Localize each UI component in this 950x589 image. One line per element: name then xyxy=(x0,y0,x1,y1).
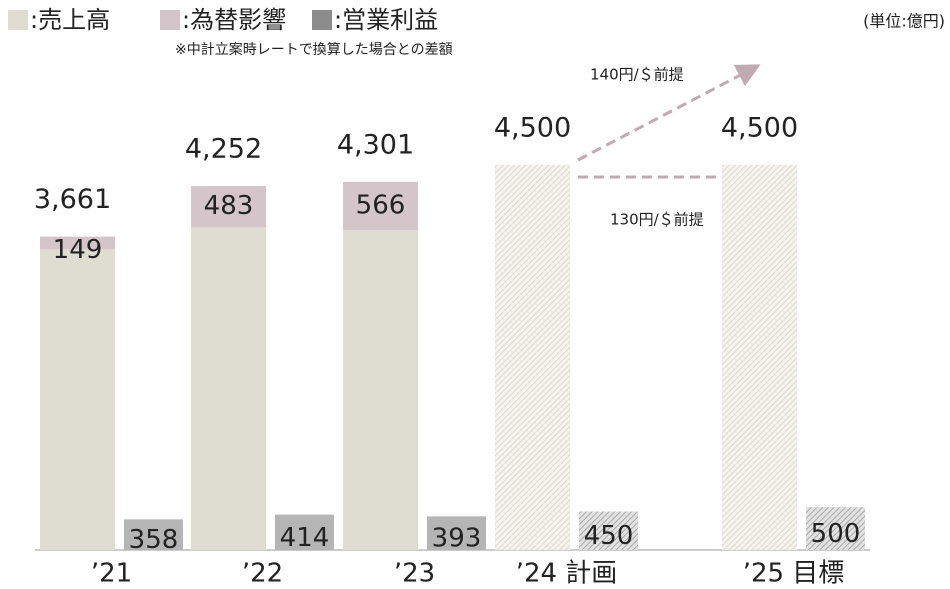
total-label: 4,252 xyxy=(185,134,262,165)
x-tick-label: ’23 xyxy=(394,559,435,589)
bar xyxy=(40,236,115,250)
x-tick-label: ’21 xyxy=(91,559,132,589)
legend-swatch xyxy=(8,10,28,30)
bar xyxy=(124,519,183,550)
annotation: 130円/＄前提 xyxy=(610,211,704,229)
data-label: 149 xyxy=(53,235,103,265)
bar xyxy=(722,164,797,551)
total-label: 3,661 xyxy=(34,184,111,215)
subtitle: ※中計立案時レートで換算した場合との差額 xyxy=(175,41,453,58)
data-label: 414 xyxy=(280,523,330,553)
bar xyxy=(495,164,570,551)
data-label: 450 xyxy=(584,521,634,551)
bar xyxy=(343,230,418,550)
legend-label: :為替影響 xyxy=(182,6,286,34)
x-tick-label: ’22 xyxy=(242,559,283,589)
unit-label: (単位:億円) xyxy=(863,12,945,31)
data-label: 566 xyxy=(356,191,406,221)
bar xyxy=(191,227,266,550)
annotation: 140円/＄前提 xyxy=(590,66,684,84)
x-tick-label: ’24 計画 xyxy=(516,559,618,589)
data-label: 500 xyxy=(811,519,861,549)
bar xyxy=(806,507,865,550)
total-label: 4,500 xyxy=(494,112,571,143)
legend-label: :営業利益 xyxy=(334,6,438,34)
x-tick-label: ’25 目標 xyxy=(743,559,845,589)
bar xyxy=(343,181,418,231)
bar xyxy=(40,249,115,550)
legend-label: :売上高 xyxy=(30,6,110,34)
total-label: 4,500 xyxy=(721,112,798,143)
bar xyxy=(275,514,334,550)
legend-swatch xyxy=(312,10,332,30)
bar xyxy=(427,516,486,550)
bar xyxy=(579,511,638,550)
total-label: 4,301 xyxy=(337,129,414,160)
arrow xyxy=(577,64,761,162)
data-label: 358 xyxy=(129,525,179,555)
data-label: 393 xyxy=(432,524,482,554)
bar xyxy=(191,186,266,228)
data-label: 483 xyxy=(204,191,254,221)
legend-swatch xyxy=(160,10,180,30)
